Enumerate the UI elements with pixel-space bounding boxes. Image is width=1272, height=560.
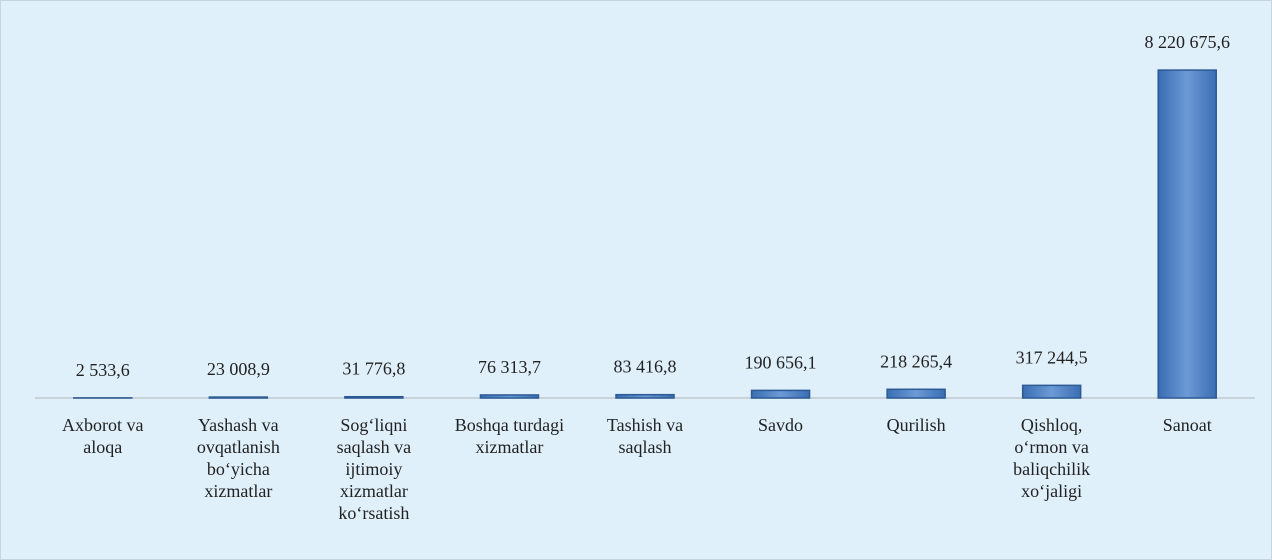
value-label: 218 265,4: [880, 351, 952, 371]
x-tick-label: Qishloq, o‘rmon va baliqchilik xo‘jaligi: [1013, 415, 1091, 501]
x-tick-label: Savdo: [758, 415, 804, 435]
bar: [886, 388, 946, 399]
x-tick-label: Boshqa turdagi xizmatlar: [454, 415, 565, 457]
bar: [208, 396, 269, 399]
bar: [750, 389, 811, 399]
bar: [1157, 69, 1217, 399]
bar: [1021, 384, 1082, 399]
x-tick-label: Sanoat: [1162, 415, 1212, 435]
value-label: 76 313,7: [478, 357, 541, 377]
value-label: 317 244,5: [1016, 347, 1088, 367]
bar: [615, 393, 675, 399]
value-label: 23 008,9: [207, 359, 270, 379]
x-tick-label: Sog‘liqni saqlash va ijtimoiy xizmatlar …: [336, 415, 412, 523]
x-tick-label: Axborot va aloqa: [62, 415, 144, 457]
value-label: 190 656,1: [745, 352, 817, 372]
value-label: 31 776,8: [342, 359, 405, 379]
x-tick-label: Tashish va saqlash: [606, 415, 684, 457]
x-tick-label: Qurilish: [886, 415, 946, 435]
value-label: 83 416,8: [614, 357, 677, 377]
x-tick-label: Yashash va ovqatlanish bo‘yicha xizmatla…: [196, 415, 280, 501]
value-label: 8 220 675,6: [1144, 32, 1230, 52]
value-label: 2 533,6: [76, 360, 130, 380]
bar: [344, 395, 404, 399]
bar: [479, 394, 540, 399]
